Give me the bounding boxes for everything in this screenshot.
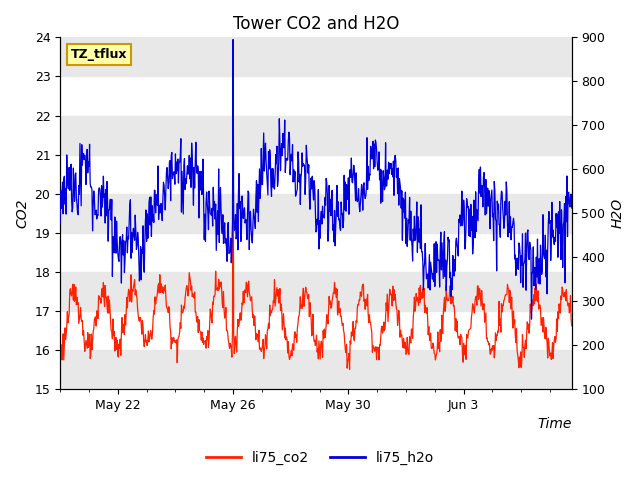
- Bar: [60, 350, 572, 389]
- Legend: li75_co2, li75_h2o: li75_co2, li75_h2o: [200, 445, 440, 471]
- Title: Tower CO2 and H2O: Tower CO2 and H2O: [233, 15, 399, 33]
- Bar: [60, 194, 572, 233]
- Bar: [60, 116, 572, 155]
- Y-axis label: CO2: CO2: [15, 198, 29, 228]
- Bar: [60, 37, 572, 76]
- Y-axis label: H2O: H2O: [611, 198, 625, 228]
- Bar: [60, 272, 572, 311]
- X-axis label: Time: Time: [538, 418, 572, 432]
- Text: TZ_tflux: TZ_tflux: [70, 48, 127, 61]
